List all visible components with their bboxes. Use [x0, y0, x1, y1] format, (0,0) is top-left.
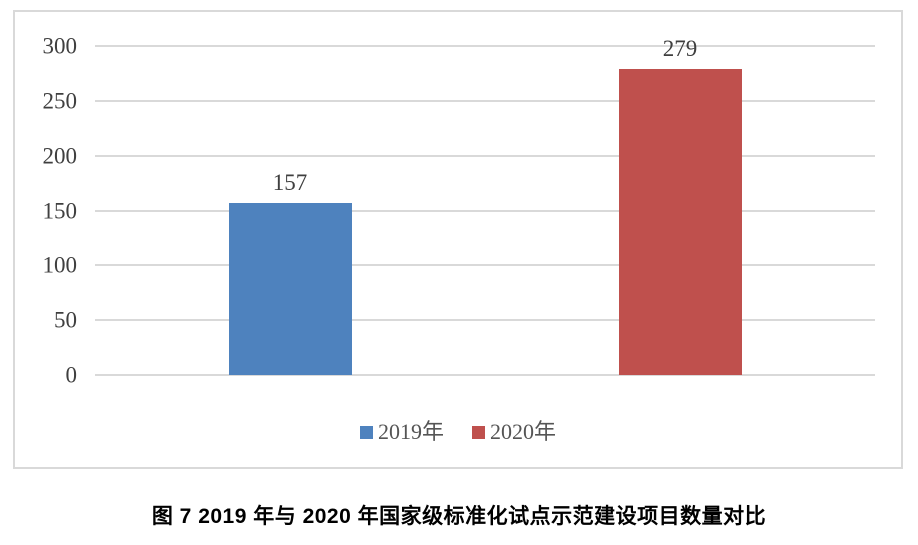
bar-2020年[interactable]: [618, 69, 742, 375]
bar-value-label-2019年: 157: [272, 169, 308, 195]
legend-swatch-icon: [359, 425, 373, 439]
y-tick-label-300: 300: [42, 33, 78, 59]
y-tick-label-100: 100: [42, 252, 78, 278]
gridline-y-250: [95, 99, 875, 102]
gridline-y-50: [95, 319, 875, 322]
chart-frame: 0 50 100 150 200 250 300 157 279 2019年 2020年: [13, 10, 903, 469]
gridline-y-0: [95, 374, 875, 376]
legend-label: 2020年: [490, 419, 557, 444]
y-tick-label-150: 150: [42, 198, 78, 223]
bar-2019年[interactable]: [228, 202, 352, 375]
legend-item-2019年[interactable]: 2019年: [359, 419, 444, 444]
legend-item-2020年[interactable]: 2020年: [472, 421, 556, 443]
y-tick-label-0: 0: [65, 362, 78, 388]
chart-caption: 图 7 2019 年与 2020 年国家级标准化试点示范建设项目数量对比: [151, 505, 767, 528]
legend-label: 2019年: [377, 419, 444, 444]
plot-area: 157 279: [95, 37, 875, 376]
gridline-y-150: [95, 209, 875, 212]
y-axis: 0 50 100 150 200 250 300: [15, 35, 78, 387]
legend: 2019年 2020年: [15, 421, 901, 443]
bar-value-label-2020年: 279: [662, 36, 698, 62]
legend-swatch-icon: [472, 425, 485, 439]
gridline-y-200: [95, 154, 875, 157]
y-tick-label-50: 50: [54, 307, 77, 333]
y-tick-label-250: 250: [42, 88, 78, 114]
gridline-y-100: [95, 264, 875, 267]
y-tick-label-200: 200: [42, 143, 78, 169]
gridline-y-300: [95, 45, 875, 47]
